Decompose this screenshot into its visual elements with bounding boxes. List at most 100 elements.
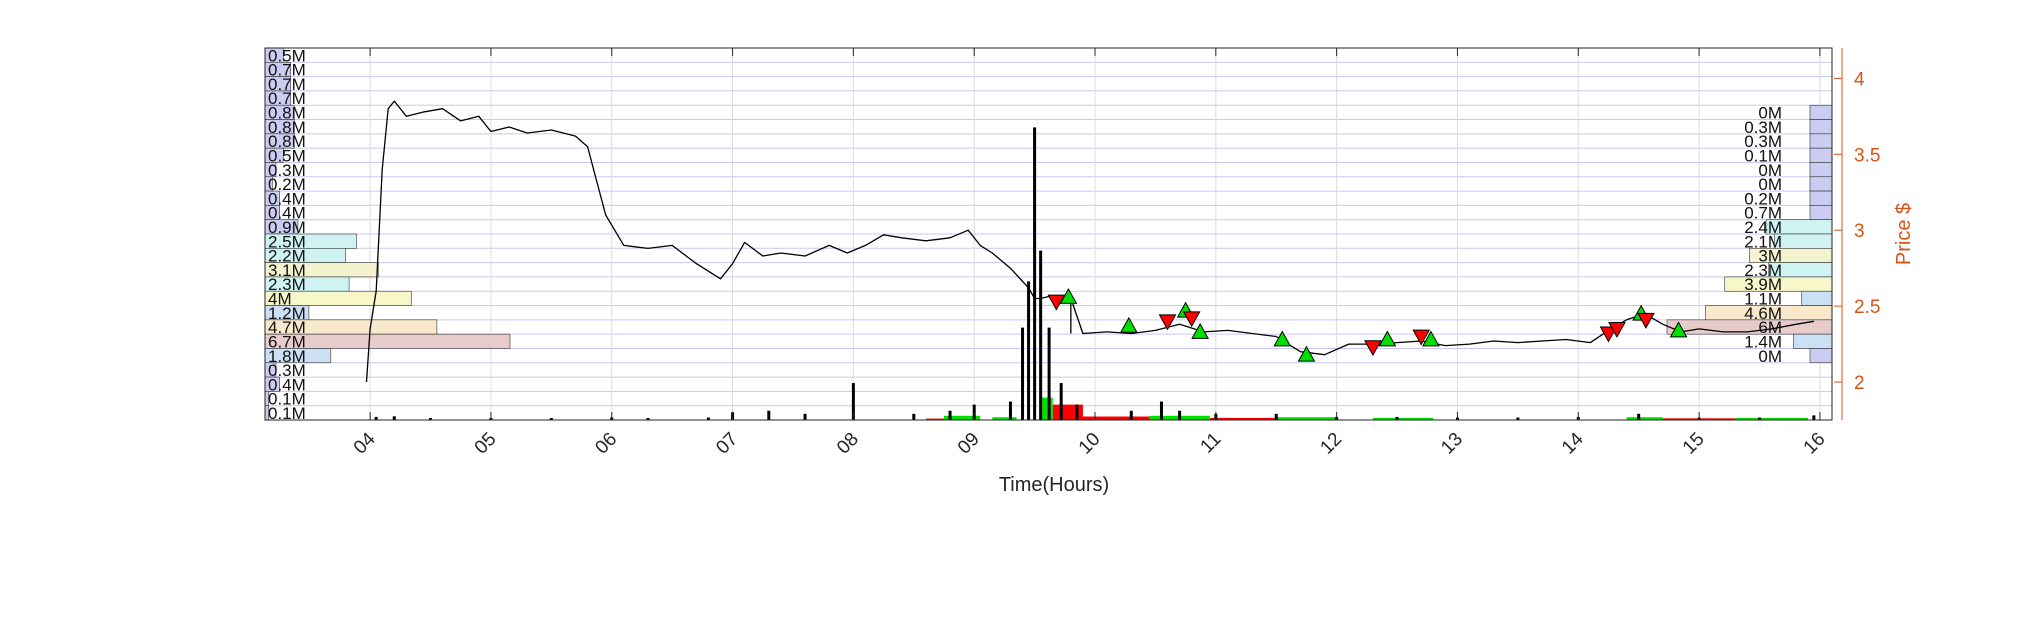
buy-marker <box>1273 330 1292 347</box>
price-line <box>365 100 1815 383</box>
green-volume-block <box>992 417 1017 420</box>
right-profile-bar <box>1809 147 1833 163</box>
left-volume-profile: 0.5M0.7M0.7M0.7M0.8M0.8M0.8M0.5M0.3M0.2M… <box>264 46 511 423</box>
volume-bar <box>1178 410 1182 420</box>
right-profile-label: 0.3M <box>1744 118 1782 137</box>
volume-bar <box>429 418 433 420</box>
right-profile-bar <box>1809 190 1833 206</box>
volume-bar <box>1812 415 1816 420</box>
left-profile-label: 0.7M <box>268 61 306 80</box>
buy-marker <box>1669 321 1688 338</box>
left-profile-label: 0.3M <box>268 161 306 180</box>
right-profile-bar <box>1809 104 1833 120</box>
right-profile-label: 4.6M <box>1744 304 1782 323</box>
volume-bar <box>392 416 396 420</box>
sell-marker <box>1412 329 1431 346</box>
right-profile-bar <box>1809 119 1833 135</box>
volume-bar <box>851 383 855 420</box>
volume-bar <box>1159 401 1163 420</box>
buy-marker <box>1422 330 1440 347</box>
right-profile-bar <box>1809 133 1833 149</box>
right-profile-label: 3.9M <box>1744 275 1782 294</box>
volume-bar <box>1758 417 1762 420</box>
volume-bar <box>1039 250 1043 420</box>
left-profile-label: 2.2M <box>268 247 306 266</box>
right-profile-label: 1.1M <box>1744 290 1782 309</box>
right-profile-bar <box>1809 176 1833 192</box>
right-profile-label: 0.1M <box>1744 146 1782 165</box>
left-profile-label: 0.4M <box>268 189 306 208</box>
green-volume-block <box>1372 417 1434 420</box>
x-tick-label: 06 <box>591 429 621 459</box>
right-profile-bar <box>1801 290 1833 306</box>
volume-bar <box>1033 127 1037 421</box>
green-volume-block <box>1040 397 1053 420</box>
volume-bar <box>1075 404 1079 420</box>
right-profile-label: 0.3M <box>1744 132 1782 151</box>
right-profile-label: 6M <box>1758 318 1782 337</box>
left-profile-label: 0.1M <box>268 404 306 423</box>
x-tick-label: 08 <box>833 429 863 459</box>
right-profile-label: 1.4M <box>1744 332 1782 351</box>
red-volume-block <box>925 418 944 420</box>
x-tick-label: 05 <box>471 429 501 459</box>
x-tick-label: 11 <box>1197 429 1226 458</box>
right-volume-profile: 0M0.3M0.3M0.1M0M0M0.2M0.7M2.4M2.1M3M2.3M… <box>1666 104 1833 366</box>
right-profile-label: 0.2M <box>1744 189 1782 208</box>
y-tick-label: 2 <box>1854 373 1865 394</box>
volume-bar <box>1021 327 1025 420</box>
left-profile-label: 0.1M <box>268 390 306 409</box>
left-profile-label: 6.7M <box>268 332 306 351</box>
volume-bar <box>646 418 650 420</box>
right-profile-label: 0M <box>1758 161 1782 180</box>
plot-area-border <box>264 47 1833 421</box>
right-profile-label: 3M <box>1758 247 1782 266</box>
left-profile-label: 0.5M <box>268 46 306 65</box>
right-profile-label: 0M <box>1758 175 1782 194</box>
y-axis-right-ticks: 2 2.5 3 3.5 4 <box>1834 48 1880 420</box>
right-profile-label: 0M <box>1758 104 1782 123</box>
volume-bar <box>1008 401 1012 420</box>
buy-marker <box>1378 330 1397 347</box>
right-profile-label: 2.1M <box>1744 232 1782 251</box>
buy-marker <box>1059 287 1078 304</box>
volume-bar <box>1129 410 1133 420</box>
buy-marker <box>1191 322 1209 339</box>
x-axis-ticks: 04 05 06 07 08 09 10 11 12 13 14 15 16 <box>350 48 1830 459</box>
x-tick-label: 12 <box>1316 429 1346 459</box>
volume-bar <box>1516 417 1520 420</box>
left-profile-label: 4M <box>268 290 292 309</box>
left-profile-label: 1.8M <box>268 347 306 366</box>
x-tick-label: 07 <box>712 429 742 459</box>
y-tick-label: 3.5 <box>1854 145 1880 166</box>
green-volume-block <box>1276 417 1337 420</box>
right-profile-bar <box>1809 348 1833 364</box>
volume-bar <box>803 413 807 420</box>
volume-bar <box>912 413 916 420</box>
sell-marker <box>1047 294 1066 311</box>
buy-marker <box>1297 345 1316 362</box>
left-profile-label: 0.4M <box>268 204 306 223</box>
green-volume-block <box>943 415 981 420</box>
left-profile-label: 2.5M <box>268 232 306 251</box>
right-profile-label: 2.4M <box>1744 218 1782 237</box>
left-profile-label: 0.5M <box>268 146 306 165</box>
left-profile-label: 4.7M <box>268 318 306 337</box>
volume-bar <box>1047 327 1051 420</box>
y-tick-label: 3 <box>1854 221 1865 242</box>
right-profile-bar <box>1773 233 1833 249</box>
buy-marker <box>1119 316 1138 333</box>
left-profile-label: 0.7M <box>268 75 306 94</box>
x-tick-label: 16 <box>1800 429 1830 459</box>
left-profile-label: 0.7M <box>268 89 306 108</box>
sell-marker <box>1608 321 1626 338</box>
left-profile-label: 0.8M <box>268 132 306 151</box>
left-profile-label: 0.4M <box>268 375 306 394</box>
sell-marker <box>1637 312 1655 329</box>
left-profile-label: 0.3M <box>268 361 306 380</box>
x-axis-label: Time(Hours) <box>999 474 1109 496</box>
x-tick-label: 10 <box>1075 429 1105 459</box>
left-profile-label: 2.3M <box>268 275 306 294</box>
green-volume-block <box>1626 417 1663 420</box>
right-profile-bar <box>1809 205 1833 220</box>
